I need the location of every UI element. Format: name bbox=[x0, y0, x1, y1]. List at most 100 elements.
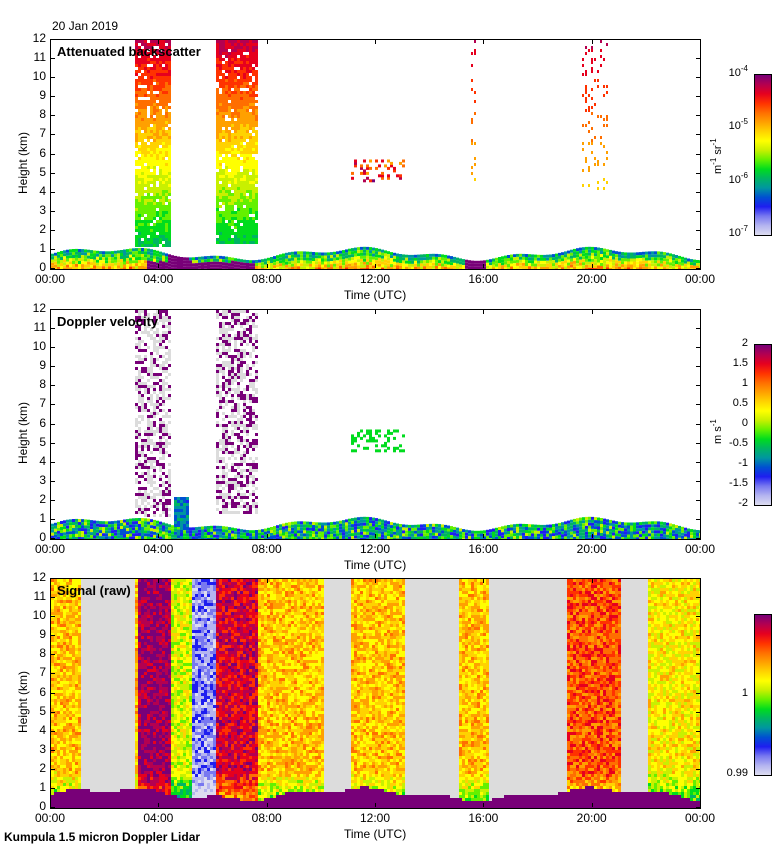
vel-noise-cell bbox=[228, 379, 231, 382]
vel-missing-cell bbox=[138, 376, 141, 379]
vel-bl-cell bbox=[210, 534, 213, 538]
bl-cell bbox=[687, 261, 690, 265]
precip-cell bbox=[135, 145, 138, 148]
vel-noise-cell bbox=[246, 370, 249, 373]
vel-bl-cell bbox=[357, 523, 360, 527]
vel-missing-cell bbox=[144, 490, 147, 493]
bl-cell bbox=[54, 261, 57, 265]
cloud-cell bbox=[381, 159, 384, 163]
bl-cell bbox=[84, 252, 87, 256]
precip-cell bbox=[165, 112, 168, 115]
precip-cell bbox=[246, 154, 249, 157]
precip-cell bbox=[144, 154, 147, 157]
precip-cell bbox=[168, 61, 171, 64]
precip-cell bbox=[240, 163, 243, 166]
vel-noise-cell bbox=[219, 322, 222, 325]
precip-cell bbox=[135, 238, 138, 241]
bl-cell bbox=[516, 256, 519, 260]
precip-cell bbox=[141, 223, 144, 226]
sparse-cell bbox=[585, 91, 587, 94]
vel-missing-cell bbox=[246, 442, 249, 445]
vel-missing-cell bbox=[243, 451, 246, 454]
bl-cell bbox=[423, 257, 426, 261]
precip-cell bbox=[219, 136, 222, 139]
precip-cell bbox=[243, 40, 246, 43]
bl-cell bbox=[687, 258, 690, 262]
precip-cell bbox=[168, 118, 171, 121]
precip-cell bbox=[162, 58, 165, 61]
vel-noise-cell bbox=[156, 382, 159, 385]
precip-cell bbox=[159, 190, 162, 193]
bl-cell bbox=[351, 254, 354, 258]
precip-cell bbox=[135, 61, 138, 64]
precip-cell bbox=[252, 124, 255, 127]
bl-cell bbox=[339, 253, 342, 257]
precip-cell bbox=[234, 112, 237, 115]
vel-bl-cell bbox=[357, 529, 360, 533]
precip-cell bbox=[252, 223, 255, 226]
vel-bl-cell bbox=[195, 527, 198, 531]
sparse-cell bbox=[606, 43, 608, 46]
bl-cell bbox=[300, 260, 303, 264]
bl-cell bbox=[585, 252, 588, 256]
vel-bl-cell bbox=[261, 529, 264, 533]
vel-noise-cell bbox=[153, 388, 156, 391]
precip-cell bbox=[150, 73, 153, 76]
bl-cell bbox=[147, 248, 150, 252]
vel-noise-cell bbox=[144, 403, 147, 406]
precip-cell bbox=[147, 244, 150, 247]
precip-cell bbox=[135, 82, 138, 85]
precip-cell bbox=[228, 202, 231, 205]
precip-cell bbox=[159, 118, 162, 121]
precip-cell bbox=[156, 109, 159, 112]
precip-cell bbox=[168, 232, 171, 235]
bl-cell bbox=[138, 254, 141, 257]
precip-cell bbox=[252, 175, 255, 178]
bl-cell bbox=[342, 262, 345, 266]
precip-cell bbox=[237, 199, 240, 202]
vel-fall-cell bbox=[180, 500, 183, 503]
precip-cell bbox=[246, 163, 249, 166]
vel-missing-cell bbox=[159, 466, 162, 469]
vel-noise-cell bbox=[147, 508, 150, 511]
precip-cell bbox=[141, 208, 144, 211]
vel-missing-cell bbox=[162, 319, 165, 322]
vel-missing-cell bbox=[228, 415, 231, 418]
bl-cell bbox=[303, 254, 306, 258]
vel-noise-cell bbox=[165, 337, 168, 340]
vel-missing-cell bbox=[144, 316, 147, 319]
precip-cell bbox=[216, 166, 219, 169]
bl-cell bbox=[360, 246, 363, 250]
bl-cell bbox=[588, 264, 591, 268]
precip-cell bbox=[168, 40, 171, 43]
vel-missing-cell bbox=[255, 487, 258, 490]
bl-cell bbox=[663, 252, 666, 256]
bl-cell bbox=[273, 262, 276, 266]
precip-cell bbox=[231, 91, 234, 94]
precip-cell bbox=[246, 130, 249, 133]
vel-noise-cell bbox=[246, 502, 249, 505]
bl-cell bbox=[669, 265, 672, 269]
bl-cell bbox=[126, 267, 129, 269]
precip-cell bbox=[135, 205, 138, 208]
bl-cell bbox=[429, 253, 432, 257]
precip-cell bbox=[141, 127, 144, 130]
vel-noise-cell bbox=[225, 502, 228, 505]
vel-bl-cell bbox=[384, 520, 387, 524]
precip-cell bbox=[252, 136, 255, 139]
vel-noise-cell bbox=[231, 505, 234, 508]
bl-cell bbox=[324, 252, 327, 256]
vel-missing-cell bbox=[165, 451, 168, 454]
bl-cell bbox=[408, 266, 411, 269]
vel-missing-cell bbox=[243, 469, 246, 472]
precip-cell bbox=[231, 232, 234, 235]
vel-noise-cell bbox=[216, 442, 219, 445]
bl-cell bbox=[636, 258, 639, 262]
bl-cell bbox=[342, 259, 345, 263]
sparse-cell bbox=[600, 49, 602, 52]
vel-bl-cell bbox=[336, 536, 339, 539]
vel-bl-cell bbox=[138, 518, 141, 521]
vel-bl-cell bbox=[315, 534, 318, 538]
precip-cell bbox=[234, 106, 237, 109]
precip-cell bbox=[135, 178, 138, 181]
